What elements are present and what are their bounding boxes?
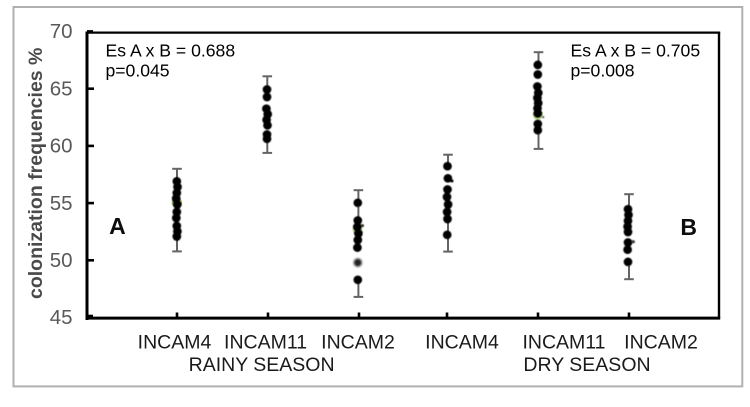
svg-text:60: 60 xyxy=(50,135,73,158)
svg-text:DRY SEASON: DRY SEASON xyxy=(523,354,650,376)
svg-text:INCAM4: INCAM4 xyxy=(425,332,499,354)
svg-text:55: 55 xyxy=(50,192,73,215)
svg-text:65: 65 xyxy=(50,77,73,100)
svg-text:50: 50 xyxy=(50,249,73,272)
svg-text:INCAM2: INCAM2 xyxy=(321,332,395,354)
svg-text:RAINY SEASON: RAINY SEASON xyxy=(189,354,335,376)
svg-text:INCAM2: INCAM2 xyxy=(624,332,698,354)
svg-text:Es A x B = 0.688: Es A x B = 0.688 xyxy=(106,41,236,61)
svg-text:Es A x B = 0.705: Es A x B = 0.705 xyxy=(571,41,701,61)
svg-text:INCAM4: INCAM4 xyxy=(138,332,212,354)
svg-text:INCAM11: INCAM11 xyxy=(522,332,605,354)
svg-text:A: A xyxy=(109,213,126,239)
svg-text:45: 45 xyxy=(50,306,73,329)
svg-text:INCAM11: INCAM11 xyxy=(224,332,307,354)
svg-text:p=0.008: p=0.008 xyxy=(571,61,635,81)
svg-text:B: B xyxy=(680,214,697,240)
svg-text:p=0.045: p=0.045 xyxy=(106,61,170,81)
svg-text:70: 70 xyxy=(50,20,73,43)
svg-text:colonization frequencies %: colonization frequencies % xyxy=(25,48,47,299)
